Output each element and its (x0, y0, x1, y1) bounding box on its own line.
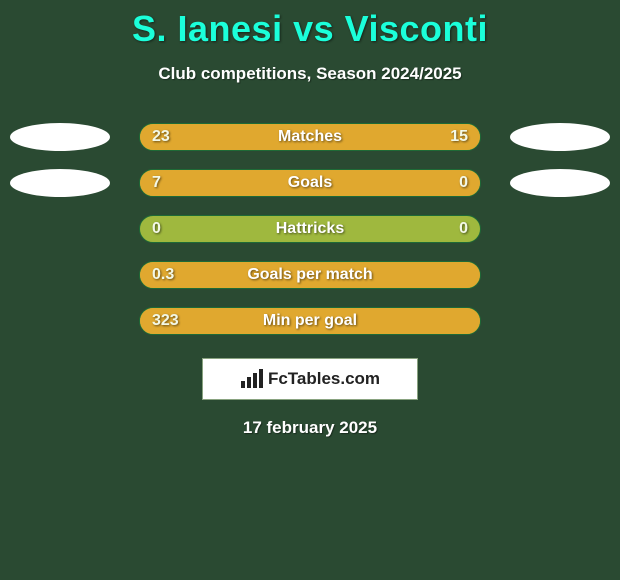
subtitle: Club competitions, Season 2024/2025 (0, 64, 620, 84)
stat-label: Matches (140, 124, 480, 150)
stat-label: Hattricks (140, 216, 480, 242)
stat-row: Hattricks0 0 (0, 206, 620, 252)
stat-left-value: 7 (152, 170, 161, 196)
barchart-icon (240, 369, 264, 389)
date-text: 17 february 2025 (0, 418, 620, 438)
stat-bar: Goals7 0 (139, 169, 481, 197)
stat-row: Goals7 0 (0, 160, 620, 206)
stat-right-value: 0 (459, 170, 468, 196)
comparison-widget: S. Ianesi vs Visconti Club competitions,… (0, 0, 620, 438)
brand-text: FcTables.com (268, 369, 380, 389)
stat-label: Goals (140, 170, 480, 196)
player-right-oval (510, 123, 610, 151)
stat-bar: Goals per match0.3 (139, 261, 481, 289)
stat-row: Matches23 15 (0, 114, 620, 160)
brand-card[interactable]: FcTables.com (202, 358, 418, 400)
stat-left-value: 23 (152, 124, 170, 150)
stat-right-value: 0 (459, 216, 468, 242)
stat-bar: Min per goal323 (139, 307, 481, 335)
player-right-oval (510, 169, 610, 197)
stat-bar: Matches23 15 (139, 123, 481, 151)
stats-block: Matches2315Goals70Hattricks00Goals per m… (0, 114, 620, 344)
stat-left-value: 0 (152, 216, 161, 242)
player-left-oval (10, 123, 110, 151)
stat-row: Goals per match0.3 (0, 252, 620, 298)
stat-left-value: 0.3 (152, 262, 174, 288)
stat-row: Min per goal323 (0, 298, 620, 344)
stat-label: Min per goal (140, 308, 480, 334)
stat-bar: Hattricks0 0 (139, 215, 481, 243)
stat-left-value: 323 (152, 308, 179, 334)
stat-label: Goals per match (140, 262, 480, 288)
page-title: S. Ianesi vs Visconti (0, 8, 620, 50)
player-left-oval (10, 169, 110, 197)
stat-right-value: 15 (450, 124, 468, 150)
